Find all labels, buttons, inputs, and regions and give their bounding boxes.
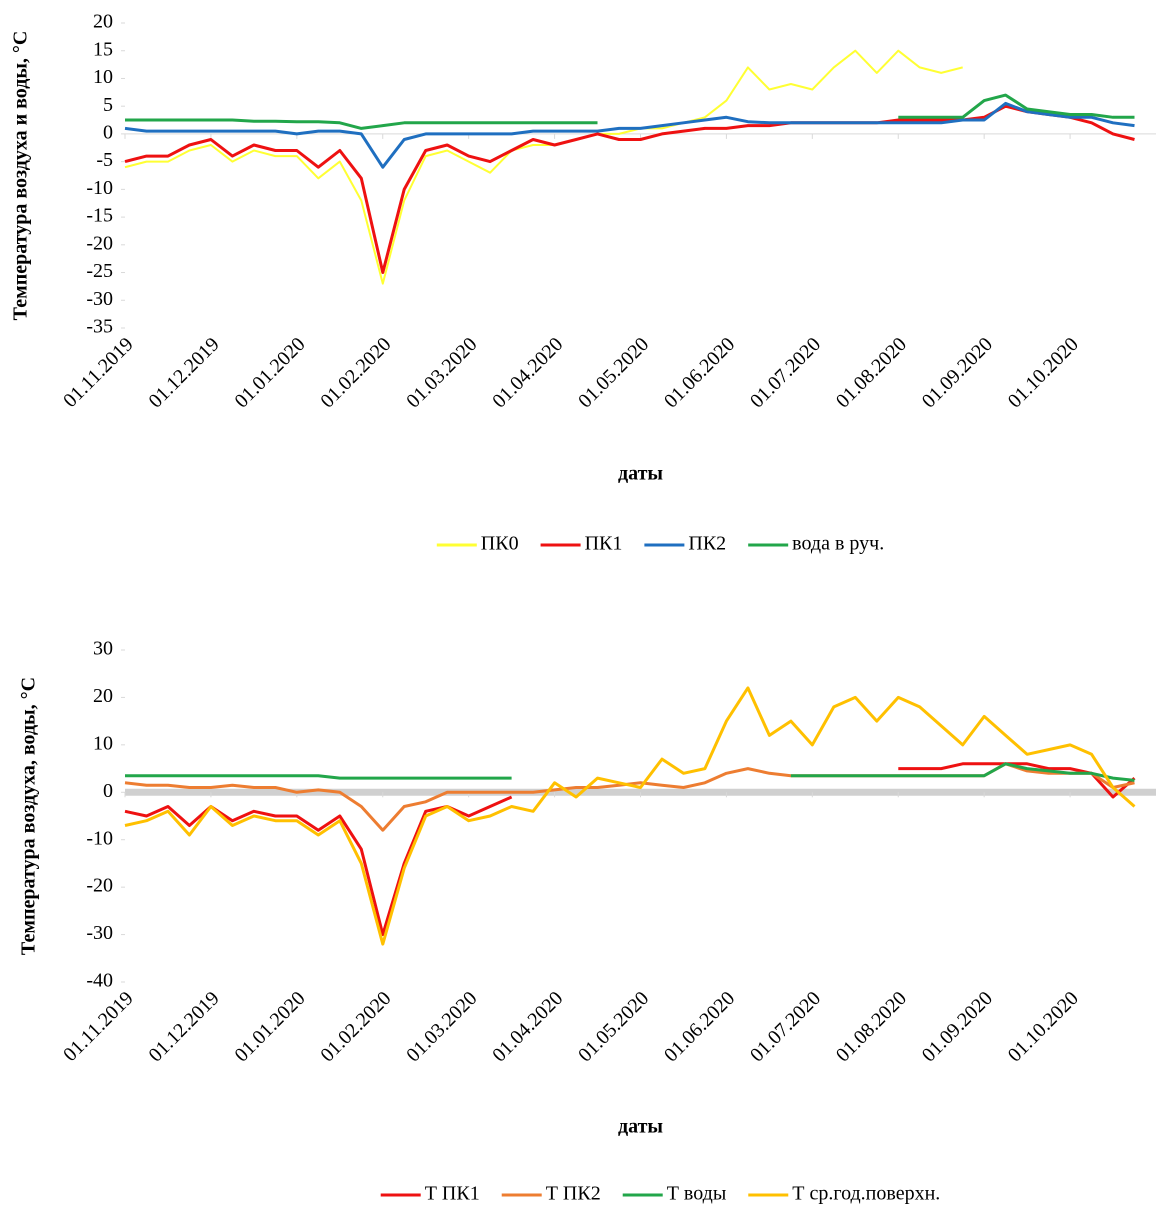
y-tick-label: 0 — [103, 780, 113, 802]
x-tick-label: 01.09.2020 — [918, 987, 997, 1066]
x-tick-label: 01.10.2020 — [1004, 333, 1083, 412]
y-tick-label: -40 — [86, 970, 113, 992]
x-tick-label: 01.05.2020 — [574, 333, 653, 412]
series-line — [125, 762, 1135, 782]
x-tick-label: 01.06.2020 — [660, 987, 739, 1066]
y-tick-label: 5 — [103, 94, 113, 116]
y-tick-label: 20 — [93, 11, 113, 33]
x-tick-label: 01.01.2020 — [230, 333, 309, 412]
y-tick-label: -35 — [86, 316, 113, 338]
legend-label: Т ср.год.поверхн. — [792, 1183, 940, 1205]
series-line — [125, 93, 1135, 130]
y-tick-label: -30 — [86, 288, 113, 310]
x-tick-label: 01.03.2020 — [402, 987, 481, 1066]
x-axis-title: даты — [618, 1116, 663, 1138]
legend-label: ПК0 — [481, 533, 519, 555]
x-tick-label: 01.09.2020 — [918, 333, 997, 412]
legend-label: ПК1 — [585, 533, 623, 555]
legend-label: вода в руч. — [792, 533, 884, 555]
x-axis-title: даты — [618, 463, 663, 485]
y-tick-label: -25 — [86, 260, 113, 282]
x-tick-label: 01.08.2020 — [832, 333, 911, 412]
x-tick-label: 01.06.2020 — [660, 333, 739, 412]
y-tick-label: 0 — [103, 122, 113, 144]
series-line — [124, 101, 1135, 169]
x-tick-label: 01.08.2020 — [832, 987, 911, 1066]
x-tick-label: 01.11.2019 — [59, 987, 138, 1066]
y-tick-label: -5 — [96, 149, 113, 171]
x-tick-label: 01.04.2020 — [488, 333, 567, 412]
legend-label: Т воды — [667, 1183, 727, 1205]
x-tick-label: 01.04.2020 — [488, 987, 567, 1066]
x-tick-label: 01.11.2019 — [59, 333, 138, 412]
y-tick-label: -10 — [86, 177, 113, 199]
y-tick-label: 10 — [93, 66, 113, 88]
x-tick-label: 01.02.2020 — [316, 987, 395, 1066]
x-tick-label: 01.07.2020 — [746, 987, 825, 1066]
x-tick-label: 01.05.2020 — [574, 987, 653, 1066]
series-line — [124, 686, 1136, 946]
legend-label: Т ПК1 — [425, 1183, 480, 1205]
legend-label: Т ПК2 — [546, 1183, 601, 1205]
y-axis-title: Температура воздуха, воды, °C — [18, 677, 40, 955]
y-tick-label: 15 — [93, 38, 113, 60]
y-axis-title: Температура воздуха и воды, °C — [10, 31, 32, 321]
y-tick-label: -20 — [86, 232, 113, 254]
y-tick-label: -10 — [86, 827, 113, 849]
legend-label: ПК2 — [688, 533, 726, 555]
y-tick-label: 10 — [93, 732, 113, 754]
x-tick-label: 01.12.2019 — [145, 987, 224, 1066]
y-tick-label: 30 — [93, 638, 113, 660]
y-tick-label: -20 — [86, 875, 113, 897]
x-tick-label: 01.10.2020 — [1004, 987, 1083, 1066]
y-tick-label: -30 — [86, 922, 113, 944]
x-tick-label: 01.01.2020 — [230, 987, 309, 1066]
x-tick-label: 01.07.2020 — [746, 333, 825, 412]
x-tick-label: 01.02.2020 — [316, 333, 395, 412]
y-tick-label: -15 — [86, 205, 113, 227]
series-line — [124, 49, 963, 285]
y-tick-label: 20 — [93, 685, 113, 707]
x-tick-label: 01.03.2020 — [402, 333, 481, 412]
x-tick-label: 01.12.2019 — [145, 333, 224, 412]
